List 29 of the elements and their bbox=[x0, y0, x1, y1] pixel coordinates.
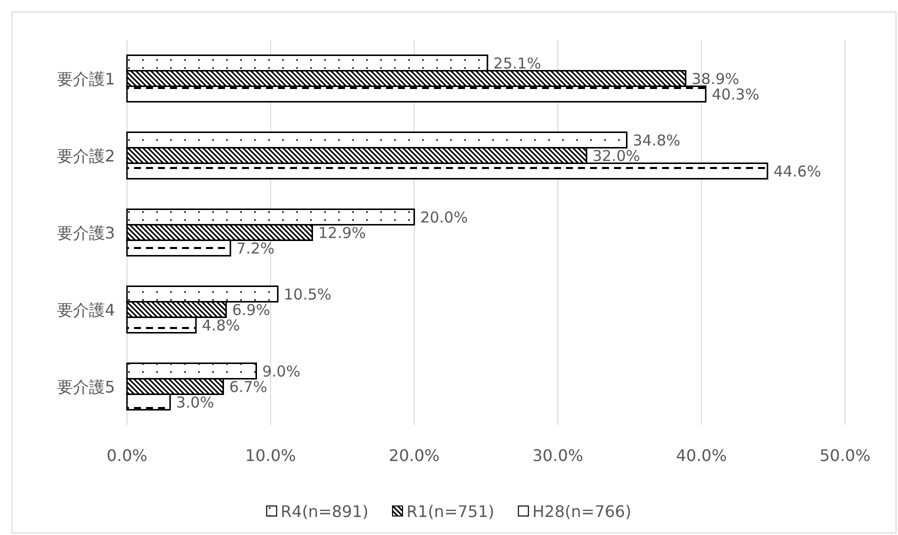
y-tick-label: 要介護4 bbox=[56, 300, 115, 320]
y-tick-label: 要介護2 bbox=[56, 146, 115, 166]
text: 40.3% bbox=[712, 86, 760, 104]
x-tick-label: 50.0% bbox=[820, 446, 870, 465]
y-tick-label: 要介護5 bbox=[56, 378, 115, 396]
text: 7.2% bbox=[236, 240, 274, 258]
text: 12.9% bbox=[318, 224, 366, 242]
legend-label: H28(n=766) bbox=[532, 502, 632, 521]
text: 9.0% bbox=[262, 362, 300, 380]
legend-label: R4(n=891) bbox=[280, 502, 369, 521]
text: 6.7% bbox=[229, 378, 268, 396]
text: 44.6% bbox=[773, 162, 822, 180]
text: 10.5% bbox=[284, 286, 332, 304]
text: 25.1% bbox=[493, 54, 542, 72]
x-tick-label: 30.0% bbox=[532, 446, 584, 465]
text: 4.8% bbox=[202, 316, 240, 334]
text: 20.0% bbox=[420, 208, 468, 226]
text: 6.9% bbox=[232, 301, 270, 319]
x-tick-label: 40.0% bbox=[676, 446, 727, 465]
y-tick-label: 要介護1 bbox=[56, 70, 115, 88]
y-tick-label: 要介護3 bbox=[56, 224, 115, 242]
x-tick-label: 0.0% bbox=[106, 446, 148, 465]
legend-label: R1(n=751) bbox=[406, 502, 494, 521]
text: 38.9% bbox=[692, 70, 740, 88]
x-tick-label: 10.0% bbox=[245, 446, 296, 465]
text: 3.0% bbox=[176, 394, 214, 412]
x-tick-label: 20.0% bbox=[388, 446, 440, 465]
text: 34.8% bbox=[632, 132, 680, 150]
text: 32.0% bbox=[592, 147, 640, 165]
